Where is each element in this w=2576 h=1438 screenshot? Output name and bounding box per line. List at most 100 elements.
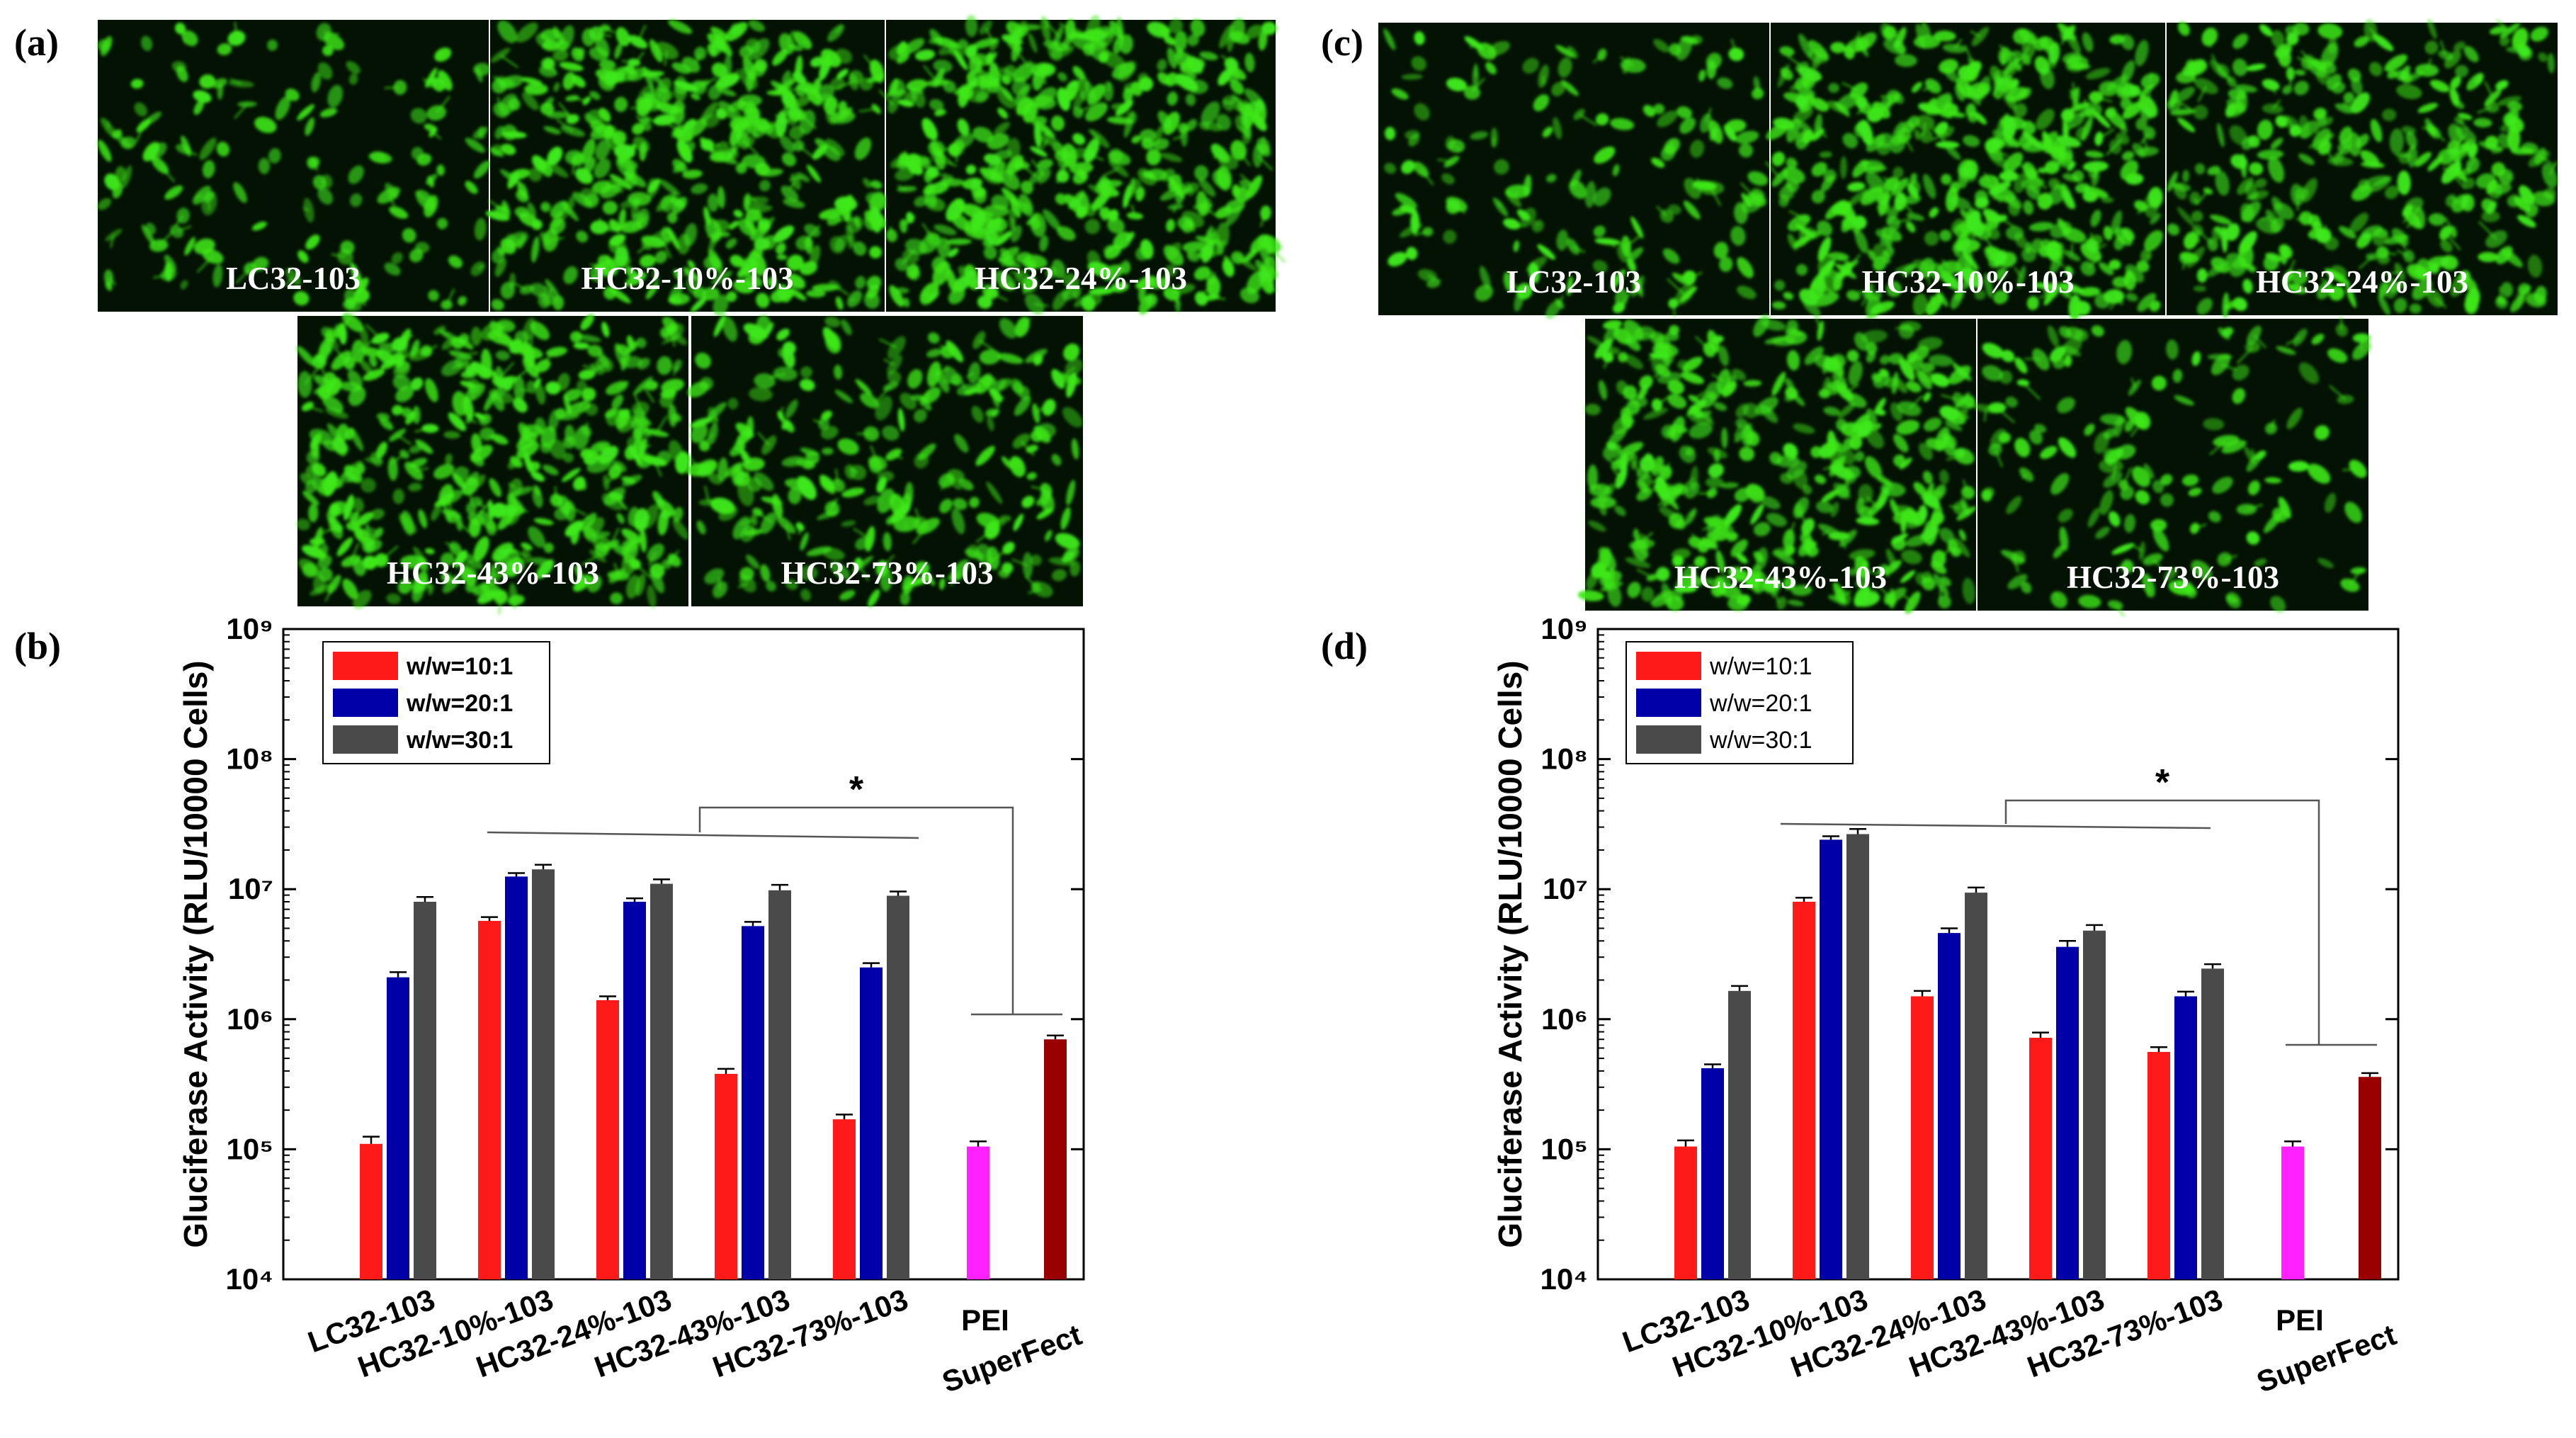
y-tick-label: 10⁴: [1541, 1262, 1589, 1296]
micrograph-c-1: LC32-103: [1378, 23, 1769, 319]
legend-label: w/w=20:1: [406, 690, 513, 717]
legend-label: w/w=10:1: [1709, 653, 1812, 680]
y-tick-label: 10⁴: [226, 1262, 274, 1296]
bar-w/w=30:1-HC32-43%-103: [768, 890, 791, 1279]
micrograph-label: HC32-43%-103: [1674, 560, 1887, 595]
fluorescent-cells: [1577, 315, 1976, 614]
bar-w/w=10:1-HC32-73%-103: [2147, 1052, 2170, 1279]
fluorescent-cells: [296, 313, 691, 615]
significance-star: *: [2155, 762, 2170, 803]
x-tick-label-pei: PEI: [961, 1303, 1009, 1337]
bar-w/w=30:1-HC32-10%-103: [1846, 834, 1869, 1279]
bar-w/w=20:1-HC32-10%-103: [505, 876, 528, 1279]
x-tick-label-superfect: SuperFect: [2252, 1318, 2400, 1398]
legend-swatch: [1636, 725, 1701, 754]
y-tick-label: 10⁹: [226, 612, 273, 645]
chart-b: 10⁴ 10⁵ 10⁶ 10⁷ 10⁸ 10⁹ Gluciferase Activity (…: [177, 612, 1086, 1399]
y-axis-title: Gluciferase Activity (RLU/10000 Cells): [177, 660, 214, 1247]
y-tick-label: 10⁷: [1543, 872, 1588, 905]
legend-label: w/w=30:1: [1709, 727, 1812, 754]
bar-w/w=10:1-HC32-24%-103: [1911, 996, 1934, 1279]
y-tick-label: 10⁶: [227, 1002, 273, 1036]
y-tick-label: 10⁶: [1541, 1002, 1588, 1036]
bar-w/w=30:1-HC32-24%-103: [1965, 893, 1987, 1279]
micrograph-label: LC32-103: [1507, 264, 1641, 300]
panel-letter-c: (c): [1321, 21, 1363, 64]
micrograph-a-2: HC32-10%-103: [485, 19, 891, 316]
bar-w/w=10:1-HC32-43%-103: [715, 1073, 737, 1279]
legend-label: w/w=30:1: [406, 727, 513, 754]
bar-w/w=30:1-HC32-43%-103: [2083, 930, 2106, 1279]
micrograph-c-5: HC32-73%-103: [1973, 316, 2371, 618]
y-axis-title: Gluciferase Activity (RLU/10000 Cells): [1492, 660, 1528, 1247]
legend-swatch: [1636, 652, 1701, 680]
bar-w/w=10:1-LC32-103: [1674, 1146, 1697, 1279]
legend-label: w/w=10:1: [406, 653, 513, 680]
micrograph-label: HC32-73%-103: [781, 555, 994, 591]
legend-swatch: [333, 689, 398, 717]
x-tick-label-pei: PEI: [2276, 1303, 2324, 1337]
bar-w/w=30:1-LC32-103: [1728, 990, 1751, 1279]
micrograph-a-3: HC32-24%-103: [878, 15, 1286, 315]
significance-bracket: [487, 806, 1062, 1016]
y-tick-label: 10⁵: [227, 1132, 273, 1165]
micrograph-label: LC32-103: [226, 261, 361, 296]
bar-w/w=10:1-HC32-43%-103: [2029, 1037, 2052, 1279]
micrograph-label: HC32-73%-103: [2067, 560, 2279, 595]
bar-w/w=20:1-HC32-73%-103: [2174, 996, 2197, 1279]
y-tick-label: 10⁷: [228, 872, 273, 905]
panel-letters: (a) (c) (b) (d): [14, 21, 1368, 667]
fluorescent-cells: [1383, 28, 1769, 319]
micrograph-label: HC32-24%-103: [975, 261, 1187, 296]
bar-w/w=20:1-LC32-103: [387, 977, 409, 1279]
micrograph-label: HC32-24%-103: [2256, 264, 2468, 300]
y-tick-label: 10⁹: [1541, 612, 1588, 645]
bar-PEI: [2281, 1146, 2304, 1279]
bar-w/w=20:1-HC32-43%-103: [742, 926, 764, 1279]
fluorescent-cells: [1764, 21, 2163, 321]
bar-SuperFect: [2359, 1077, 2381, 1279]
significance-bracket: [1780, 799, 2377, 1046]
bar-w/w=20:1-HC32-10%-103: [1820, 839, 1842, 1279]
bar-SuperFect: [1044, 1039, 1067, 1279]
bar-w/w=30:1-HC32-73%-103: [2201, 968, 2224, 1279]
bar-w/w=10:1-HC32-24%-103: [596, 1000, 619, 1279]
fluorescent-cells: [97, 22, 491, 312]
micrograph-label: HC32-10%-103: [1862, 264, 2075, 300]
panel-letter-a: (a): [14, 21, 59, 64]
bar-w/w=20:1-LC32-103: [1701, 1068, 1724, 1279]
fluorescent-cells: [878, 15, 1286, 315]
bar-w/w=30:1-LC32-103: [414, 901, 436, 1279]
micrograph-a-5: HC32-73%-103: [686, 315, 1083, 608]
x-tick-label-superfect: SuperFect: [938, 1318, 1086, 1398]
bar-w/w=10:1-HC32-10%-103: [478, 921, 501, 1279]
panel-letter-b: (b): [14, 625, 61, 667]
bar-w/w=30:1-HC32-73%-103: [887, 895, 909, 1279]
legend-swatch: [333, 652, 398, 680]
fluorescent-cells: [2166, 18, 2558, 319]
micrograph-c-4: HC32-43%-103: [1577, 315, 1976, 614]
legend-swatch: [333, 725, 398, 754]
legend-swatch: [1636, 689, 1701, 717]
bar-w/w=30:1-HC32-10%-103: [532, 869, 555, 1279]
bar-w/w=20:1-HC32-73%-103: [860, 967, 883, 1279]
chart-d: 10⁴ 10⁵ 10⁶ 10⁷ 10⁸ 10⁹ Gluciferase Activity (…: [1492, 612, 2400, 1399]
y-tick-label: 10⁸: [1541, 742, 1588, 776]
bar-w/w=20:1-HC32-43%-103: [2056, 946, 2079, 1279]
y-tick-label: 10⁸: [226, 742, 273, 776]
fluorescent-cells: [1973, 316, 2371, 618]
micrograph-c-3: HC32-24%-103: [2166, 18, 2558, 319]
panel-letter-d: (d): [1321, 625, 1368, 667]
plot-frame: [1596, 628, 2400, 1281]
bar-w/w=30:1-HC32-24%-103: [650, 883, 673, 1279]
micrograph-layer: LC32-103 HC32-10%-103 HC32-24%-103 HC32-43%…: [97, 15, 2558, 618]
bar-w/w=20:1-HC32-24%-103: [623, 901, 646, 1279]
plot-frame: [282, 628, 1085, 1281]
legend: w/w=10:1 w/w=20:1 w/w=30:1: [1625, 641, 1854, 764]
bar-w/w=10:1-HC32-73%-103: [833, 1119, 856, 1279]
legend-label: w/w=20:1: [1709, 690, 1812, 717]
fluorescent-cells: [686, 315, 1083, 608]
micrograph-a-4: HC32-43%-103: [296, 313, 691, 615]
micrograph-label: HC32-10%-103: [581, 261, 794, 296]
